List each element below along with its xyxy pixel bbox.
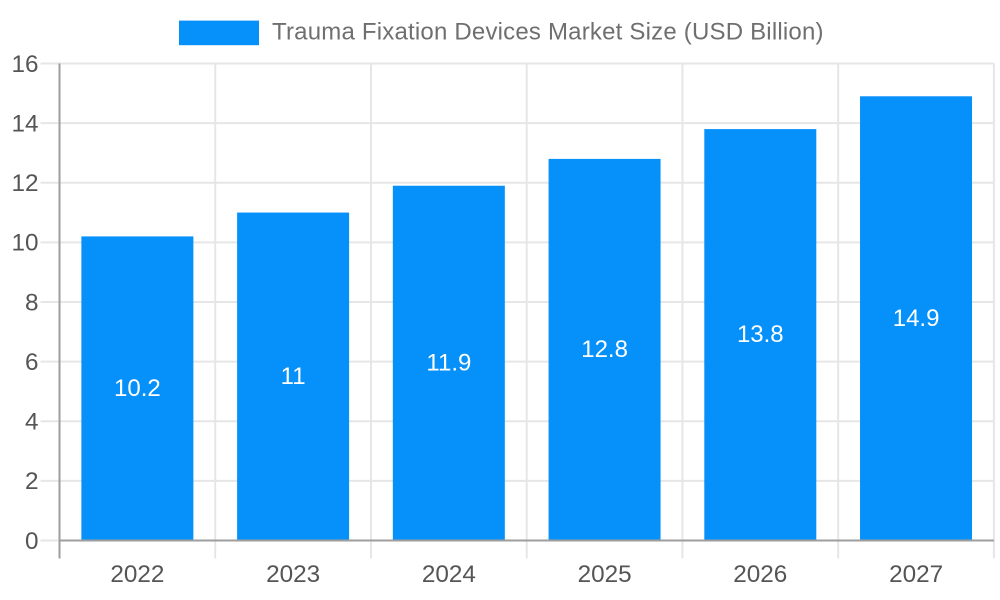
svg-text:2024: 2024 bbox=[422, 561, 476, 588]
svg-text:2025: 2025 bbox=[578, 561, 632, 588]
svg-text:11.9: 11.9 bbox=[426, 350, 471, 377]
svg-text:14: 14 bbox=[11, 110, 38, 137]
svg-text:6: 6 bbox=[25, 349, 39, 376]
svg-text:11: 11 bbox=[281, 363, 306, 390]
svg-text:2026: 2026 bbox=[733, 561, 787, 588]
svg-text:0: 0 bbox=[25, 528, 39, 555]
svg-text:Trauma Fixation Devices Market: Trauma Fixation Devices Market Size (USD… bbox=[272, 19, 824, 46]
svg-text:13.8: 13.8 bbox=[737, 321, 784, 348]
svg-text:10.2: 10.2 bbox=[114, 375, 161, 402]
svg-text:4: 4 bbox=[25, 409, 39, 436]
svg-text:2022: 2022 bbox=[110, 561, 164, 588]
svg-text:10: 10 bbox=[11, 230, 38, 257]
svg-text:14.9: 14.9 bbox=[893, 305, 940, 332]
svg-text:12.8: 12.8 bbox=[581, 336, 628, 363]
svg-text:16: 16 bbox=[11, 51, 38, 78]
svg-text:12: 12 bbox=[11, 170, 38, 197]
svg-text:2: 2 bbox=[25, 468, 39, 495]
svg-text:2023: 2023 bbox=[266, 561, 320, 588]
svg-text:8: 8 bbox=[25, 289, 39, 316]
svg-text:2027: 2027 bbox=[889, 561, 943, 588]
